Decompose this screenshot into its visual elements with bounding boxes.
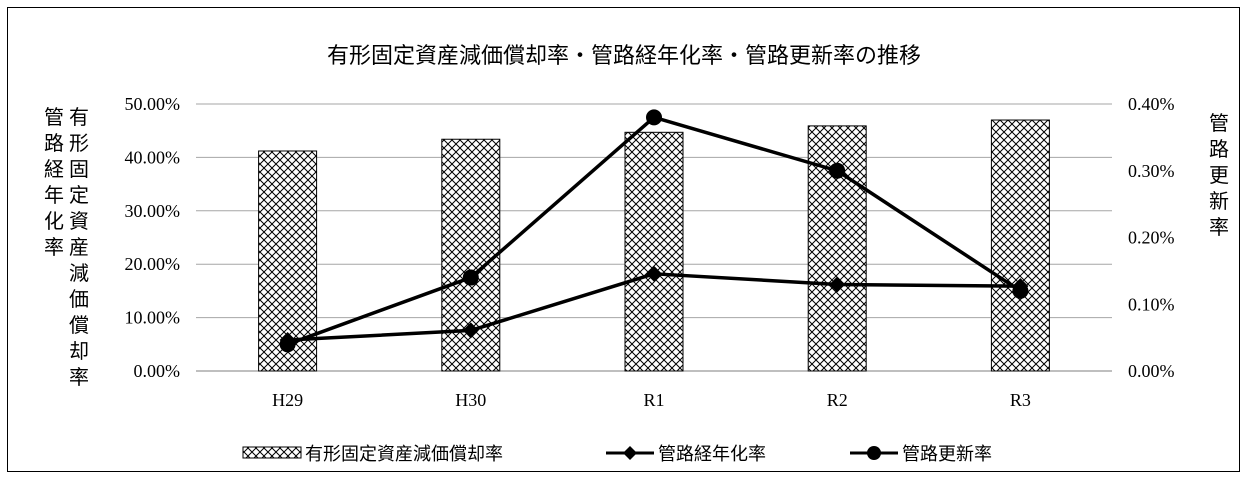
bar (990, 119, 1050, 372)
point-circle (279, 336, 296, 353)
x-tick-label: R3 (1010, 390, 1031, 410)
legend-marker-circle (867, 446, 881, 460)
legend-swatch-bar (242, 446, 302, 459)
bar (807, 125, 867, 372)
legend-label-line-2: 管路更新率 (902, 444, 992, 465)
left-tick-label: 50.00% (125, 94, 181, 114)
right-tick-label: 0.10% (1128, 294, 1175, 314)
right-tick-label: 0.00% (1128, 361, 1175, 381)
point-circle (1012, 282, 1029, 299)
left-tick-label: 10.00% (125, 308, 181, 328)
point-diamond (646, 265, 662, 282)
x-tick-label: R1 (643, 390, 664, 410)
x-tick-label: H29 (272, 390, 303, 410)
point-circle (646, 109, 662, 126)
left-tick-label: 30.00% (125, 201, 181, 221)
legend-label-bar: 有形固定資産減価償却率 (305, 444, 503, 465)
right-axis-ticks: 0.00% 0.10% 0.20% 0.30% 0.40% (1128, 94, 1175, 381)
y-axis-title-left-2: 有形固定資産減価償却率 (69, 105, 89, 389)
y-axis-title-right: 管路更新率 (1209, 111, 1229, 239)
left-axis-ticks: 0.00% 10.00% 20.00% 30.00% 40.00% 50.00% (125, 94, 181, 381)
x-tick-label: R2 (827, 390, 848, 410)
point-diamond (462, 322, 479, 339)
left-tick-label: 0.00% (134, 361, 181, 381)
point-circle (462, 269, 479, 286)
point-circle (829, 162, 846, 179)
legend-label-line-1: 管路経年化率 (658, 444, 766, 465)
right-tick-label: 0.40% (1128, 94, 1175, 114)
x-tick-label: H30 (455, 390, 486, 410)
legend-marker-diamond (623, 446, 637, 460)
left-tick-label: 40.00% (125, 147, 181, 167)
point-diamond (829, 276, 846, 293)
right-tick-label: 0.30% (1128, 161, 1175, 181)
legend: 有形固定資産減価償却率 管路経年化率 管路更新率 (242, 444, 992, 465)
line-series (279, 109, 1029, 353)
bar (624, 131, 684, 372)
chart-title: 有形固定資産減価償却率・管路経年化率・管路更新率の推移 (327, 44, 921, 69)
right-tick-label: 0.20% (1128, 228, 1175, 248)
x-axis-ticks: H29 H30 R1 R2 R3 (272, 390, 1031, 410)
left-tick-label: 20.00% (125, 254, 181, 274)
y-axis-title-left: 管路経年化率 (44, 105, 64, 259)
